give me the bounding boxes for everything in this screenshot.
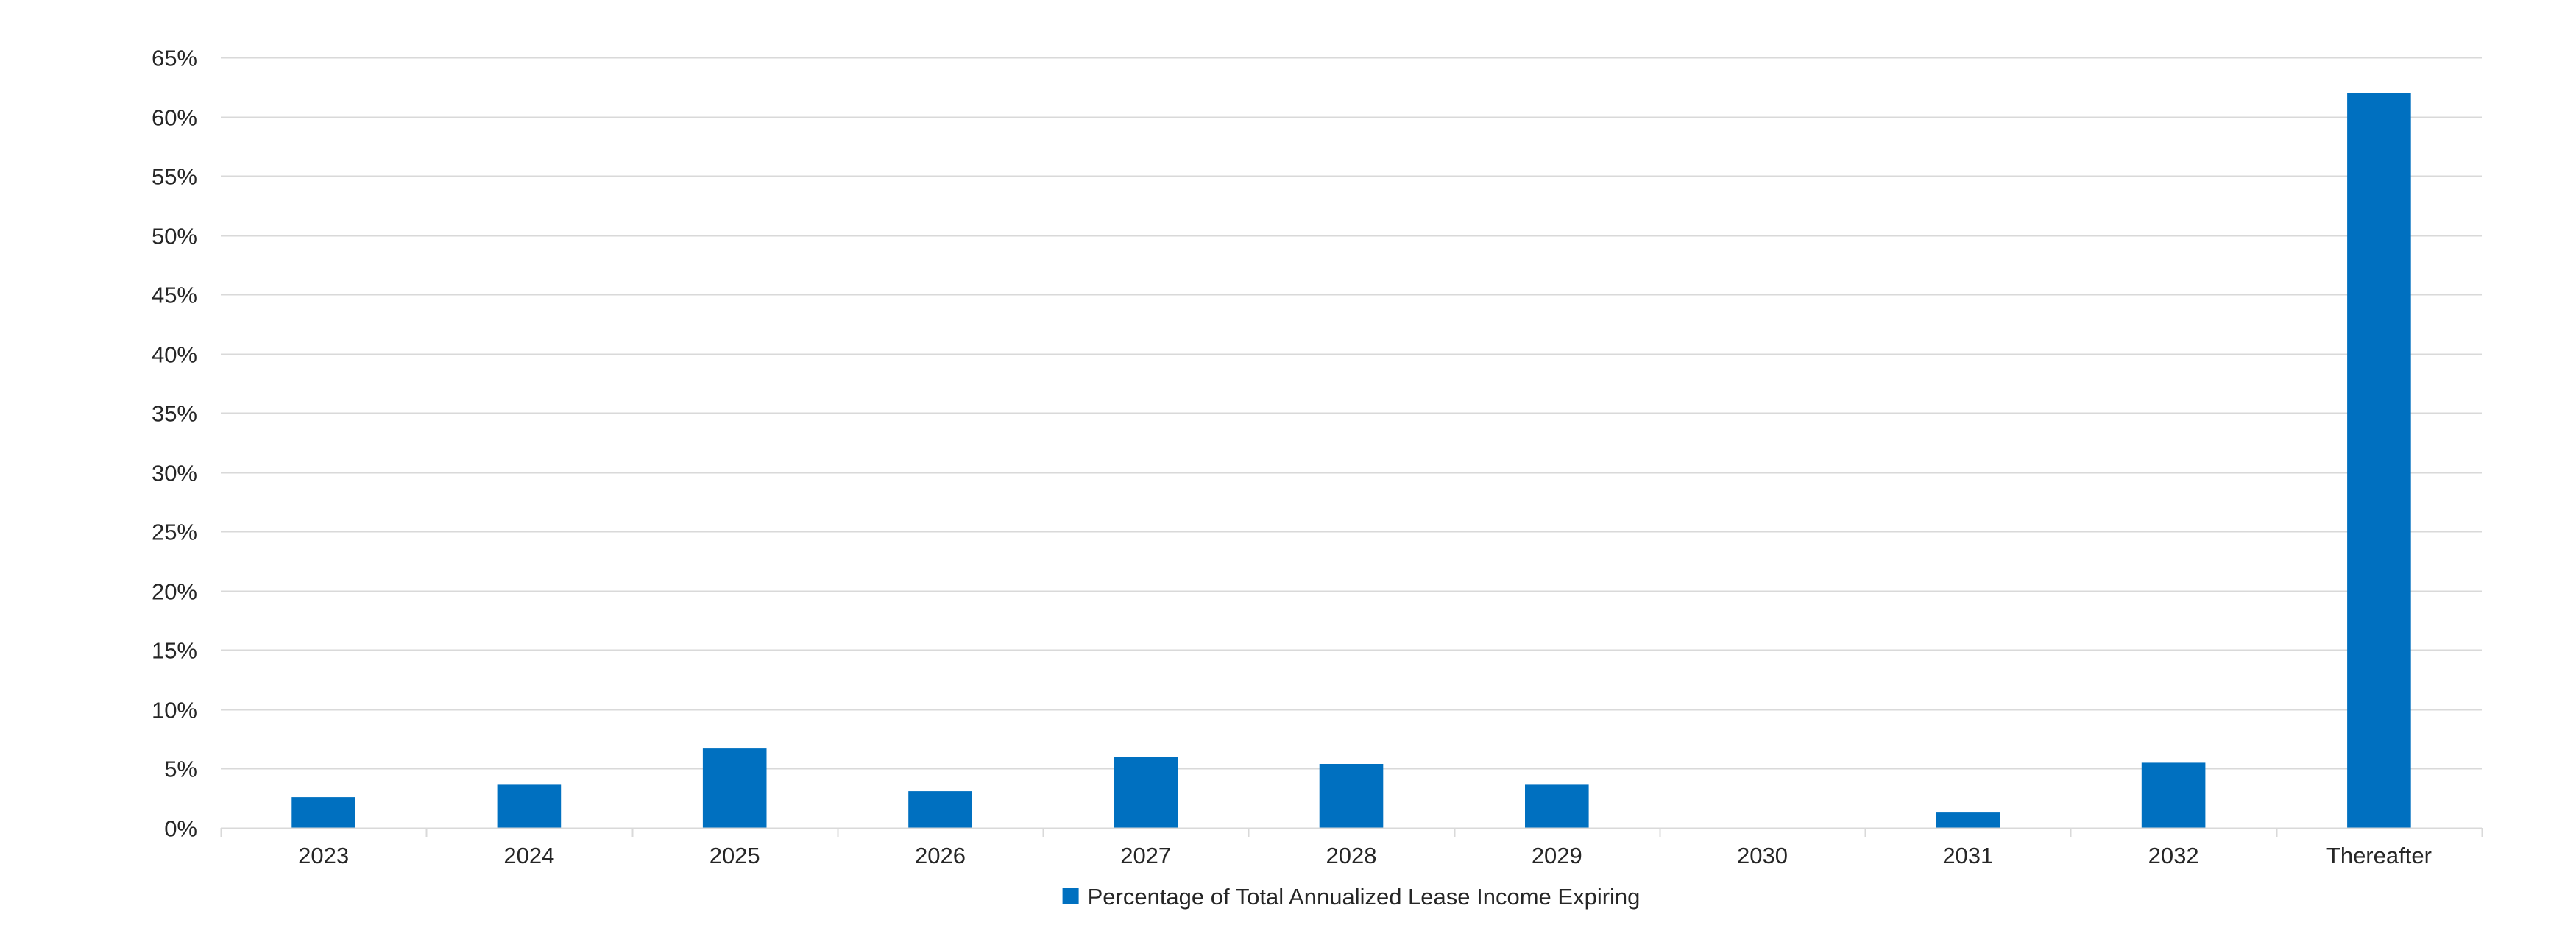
y-tick-label: 45%	[152, 283, 197, 308]
x-tick-label: Thereafter	[2326, 843, 2432, 868]
y-tick-label: 0%	[164, 816, 197, 842]
legend-label: Percentage of Total Annualized Lease Inc…	[1088, 884, 1641, 910]
gridlines	[221, 57, 2482, 770]
x-tick-label: 2026	[915, 843, 966, 868]
y-tick-label: 60%	[152, 105, 197, 131]
y-tick-label: 25%	[152, 520, 197, 545]
legend-swatch	[1062, 888, 1079, 904]
y-tick-label: 65%	[152, 46, 197, 71]
y-tick-label: 40%	[152, 342, 197, 368]
y-axis-tick-labels: 0% 5% 10% 15% 20% 25% 30% 35% 40% 45% 50% 55% 60% 65%	[152, 46, 197, 842]
x-tick-label: 2029	[1532, 843, 1582, 868]
bar	[1114, 757, 1178, 828]
y-tick-label: 30%	[152, 461, 197, 486]
x-tick-label: 2023	[298, 843, 349, 868]
legend: Percentage of Total Annualized Lease Inc…	[1062, 884, 1641, 910]
bar	[1936, 812, 2000, 828]
bars	[291, 93, 2411, 829]
x-tick-label: 2024	[503, 843, 554, 868]
x-tick-label: 2028	[1326, 843, 1377, 868]
x-axis	[220, 827, 2483, 837]
y-tick-label: 10%	[152, 698, 197, 723]
y-tick-label: 50%	[152, 224, 197, 249]
x-tick-label: 2025	[710, 843, 760, 868]
bar	[2347, 93, 2411, 829]
bar	[1319, 764, 1384, 828]
bar	[702, 748, 767, 828]
y-tick-label: 35%	[152, 401, 197, 427]
y-tick-label: 5%	[164, 757, 197, 782]
bar	[497, 784, 562, 828]
y-tick-label: 20%	[152, 579, 197, 605]
x-tick-label: 2027	[1120, 843, 1171, 868]
x-tick-label: 2032	[2148, 843, 2199, 868]
bar	[908, 791, 972, 828]
x-tick-label: 2031	[1942, 843, 1993, 868]
bar	[2141, 762, 2206, 828]
x-axis-tick-labels: 2023 2024 2025 2026 2027 2028 2029 2030 2031 2032…	[298, 843, 2432, 868]
x-tick-label: 2030	[1737, 843, 1788, 868]
y-tick-label: 55%	[152, 164, 197, 190]
y-tick-label: 15%	[152, 638, 197, 664]
bar	[1525, 784, 1589, 828]
bar	[291, 797, 355, 828]
